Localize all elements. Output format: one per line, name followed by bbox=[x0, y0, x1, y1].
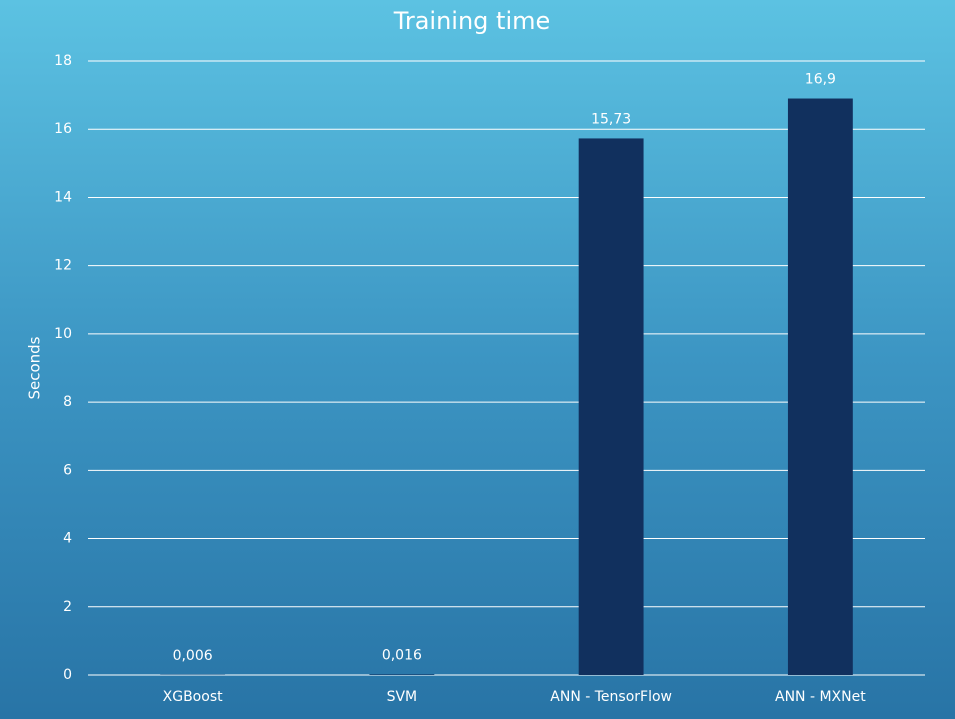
bar bbox=[369, 674, 435, 675]
y-tick-label: 2 bbox=[63, 599, 72, 615]
y-tick-label: 6 bbox=[63, 462, 72, 478]
value-label: 0,016 bbox=[382, 647, 422, 663]
y-tick-label: 16 bbox=[54, 121, 72, 137]
value-label: 15,73 bbox=[591, 111, 631, 127]
chart-title: Training time bbox=[393, 7, 551, 35]
y-axis-label: Seconds bbox=[26, 336, 44, 399]
bar bbox=[578, 138, 644, 675]
y-tick-label: 10 bbox=[54, 326, 72, 342]
y-tick-label: 4 bbox=[63, 531, 72, 547]
x-tick-label: SVM bbox=[387, 689, 418, 705]
y-tick-label: 14 bbox=[54, 189, 72, 205]
y-tick-label: 0 bbox=[63, 667, 72, 683]
value-label: 0,006 bbox=[173, 648, 213, 664]
x-tick-label: ANN - MXNet bbox=[775, 689, 866, 705]
y-tick-label: 18 bbox=[54, 53, 72, 69]
y-tick-label: 12 bbox=[54, 258, 72, 274]
x-tick-label: ANN - TensorFlow bbox=[550, 689, 672, 705]
value-label: 16,9 bbox=[805, 72, 836, 88]
y-tick-label: 8 bbox=[63, 394, 72, 410]
bar bbox=[787, 98, 853, 676]
x-tick-label: XGBoost bbox=[163, 689, 223, 705]
